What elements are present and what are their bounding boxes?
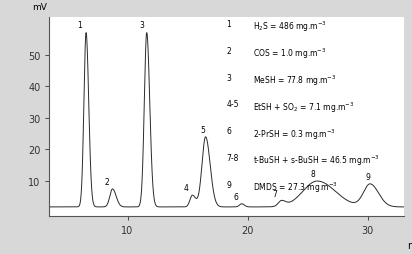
Text: 8: 8 [310, 169, 315, 178]
Text: 2: 2 [104, 177, 109, 186]
Text: 4-5: 4-5 [227, 100, 239, 109]
Text: mV: mV [32, 3, 47, 12]
Text: 9: 9 [227, 180, 232, 189]
Text: 5: 5 [201, 125, 206, 134]
Text: 6: 6 [233, 192, 238, 201]
Text: 2: 2 [227, 46, 232, 55]
Text: 3: 3 [227, 73, 232, 82]
Text: 1: 1 [227, 20, 232, 29]
Text: 6: 6 [227, 127, 232, 136]
Text: minutes: minutes [407, 240, 412, 250]
Text: t-BuSH + s-BuSH = 46.5 mg.m$^{-3}$: t-BuSH + s-BuSH = 46.5 mg.m$^{-3}$ [253, 153, 380, 168]
Text: 7: 7 [273, 190, 278, 199]
Text: 4: 4 [184, 183, 189, 192]
Text: 7-8: 7-8 [227, 153, 239, 163]
Text: COS = 1.0 mg.m$^{-3}$: COS = 1.0 mg.m$^{-3}$ [253, 46, 326, 61]
Text: 9: 9 [365, 172, 370, 181]
Text: 1: 1 [78, 21, 82, 30]
Text: 3: 3 [140, 21, 144, 30]
Text: H$_2$S = 486 mg.m$^{-3}$: H$_2$S = 486 mg.m$^{-3}$ [253, 20, 327, 34]
Text: 2-PrSH = 0.3 mg.m$^{-3}$: 2-PrSH = 0.3 mg.m$^{-3}$ [253, 127, 336, 141]
Text: DMDS = 27.3 mg.m$^{-3}$: DMDS = 27.3 mg.m$^{-3}$ [253, 180, 338, 195]
Text: MeSH = 77.8 mg.m$^{-3}$: MeSH = 77.8 mg.m$^{-3}$ [253, 73, 337, 88]
Text: EtSH + SO$_2$ = 7.1 mg.m$^{-3}$: EtSH + SO$_2$ = 7.1 mg.m$^{-3}$ [253, 100, 354, 114]
